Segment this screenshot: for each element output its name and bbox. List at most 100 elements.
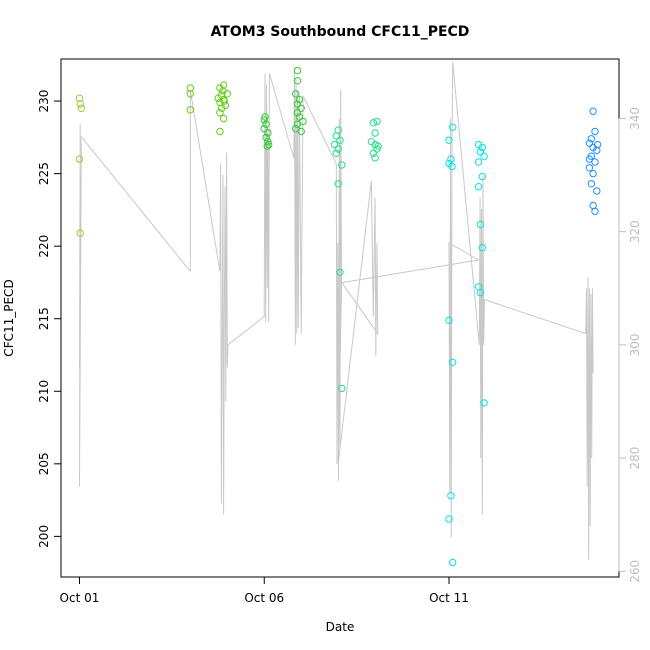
y2-tick-label: 280 xyxy=(628,447,642,470)
data-point xyxy=(265,140,273,149)
data-point xyxy=(293,120,302,129)
data-point xyxy=(478,143,486,152)
data-point xyxy=(186,106,195,114)
data-point xyxy=(77,104,86,113)
data-point xyxy=(260,116,268,124)
y-tick-label: 200 xyxy=(37,525,51,548)
data-point xyxy=(293,109,302,117)
data-point xyxy=(332,132,340,140)
data-point xyxy=(478,172,486,181)
data-point xyxy=(297,127,305,136)
y-tick-label: 220 xyxy=(37,235,51,258)
data-point xyxy=(292,90,300,98)
data-point xyxy=(220,97,229,105)
data-point xyxy=(334,145,342,153)
data-point xyxy=(214,94,222,102)
data-point xyxy=(593,187,601,195)
data-point xyxy=(338,161,346,169)
scatter-points xyxy=(75,66,602,567)
data-point xyxy=(589,169,597,178)
y-tick-label: 205 xyxy=(37,452,51,475)
data-point xyxy=(369,119,377,127)
data-point xyxy=(447,492,455,500)
data-point xyxy=(75,155,84,163)
data-point xyxy=(330,140,339,149)
x-tick-label: Oct 01 xyxy=(60,591,100,605)
data-point xyxy=(593,140,602,149)
data-point xyxy=(593,146,601,155)
data-point xyxy=(261,113,269,121)
secondary-line xyxy=(79,61,594,561)
data-point xyxy=(478,243,486,252)
data-point xyxy=(476,148,485,156)
data-point xyxy=(219,114,228,123)
data-point xyxy=(371,129,379,137)
data-point xyxy=(262,133,270,142)
data-point xyxy=(369,149,377,158)
data-point xyxy=(585,155,594,163)
data-point xyxy=(480,399,488,407)
y-tick-label: 215 xyxy=(37,307,51,330)
y-tick-label: 230 xyxy=(37,90,51,113)
y-axis-right: 260 280 300 320 340 xyxy=(618,107,642,583)
data-point xyxy=(476,288,485,297)
data-point xyxy=(449,358,457,366)
data-point xyxy=(474,158,483,166)
data-point xyxy=(264,129,272,137)
y2-tick-label: 320 xyxy=(628,220,642,243)
data-point xyxy=(216,109,224,117)
data-point xyxy=(591,158,599,166)
x-tick-label: Oct 06 xyxy=(244,591,284,605)
y2-tick-label: 300 xyxy=(628,333,642,356)
data-point xyxy=(264,138,272,146)
data-point xyxy=(332,149,340,158)
data-point xyxy=(480,152,488,160)
y2-tick-label: 260 xyxy=(628,560,642,583)
data-point xyxy=(591,207,599,216)
data-point xyxy=(449,558,457,567)
y-axis-left: 200 205 210 215 220 225 230 xyxy=(37,90,62,548)
y2-tick-label: 340 xyxy=(628,107,642,130)
data-point xyxy=(373,117,381,126)
data-point xyxy=(474,183,483,191)
data-point xyxy=(76,229,84,237)
data-point xyxy=(585,139,594,147)
data-point xyxy=(216,127,224,136)
data-point xyxy=(445,515,453,523)
data-point xyxy=(186,84,195,92)
data-point xyxy=(295,113,304,121)
data-point xyxy=(262,120,270,129)
data-point xyxy=(260,124,268,133)
y-tick-label: 225 xyxy=(37,162,51,185)
data-point xyxy=(374,142,382,150)
secondary-series-line xyxy=(79,61,594,561)
data-point xyxy=(292,124,300,133)
data-point xyxy=(448,162,456,171)
data-point xyxy=(587,135,595,143)
x-axis: Oct 01 Oct 06 Oct 11 xyxy=(60,576,469,605)
data-point xyxy=(299,117,307,126)
data-point xyxy=(589,107,597,115)
data-point xyxy=(336,136,344,145)
chart-title: ATOM3 Southbound CFC11_PECD xyxy=(211,24,470,40)
data-point xyxy=(476,220,485,229)
data-point xyxy=(445,316,453,324)
data-point xyxy=(293,66,302,75)
x-tick-label: Oct 11 xyxy=(429,591,469,605)
data-point xyxy=(186,90,195,98)
data-point xyxy=(295,95,304,104)
y-axis-label: CFC11_PECD xyxy=(2,279,16,356)
data-point xyxy=(587,180,595,188)
data-point xyxy=(371,154,379,162)
data-point xyxy=(445,136,453,145)
data-point xyxy=(334,180,342,188)
x-axis-label: Date xyxy=(326,620,355,634)
data-point xyxy=(293,77,302,85)
data-point xyxy=(219,81,228,89)
data-point xyxy=(338,384,346,393)
data-point xyxy=(591,127,599,136)
data-point xyxy=(263,142,271,150)
data-point xyxy=(293,100,302,108)
data-point xyxy=(218,104,226,113)
